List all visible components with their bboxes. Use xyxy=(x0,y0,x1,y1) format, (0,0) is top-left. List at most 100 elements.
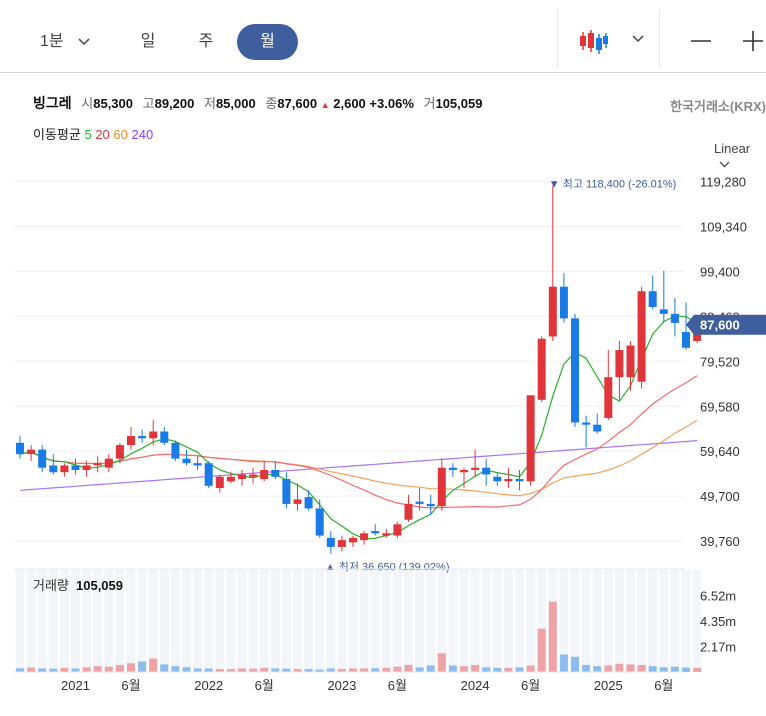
minus-icon xyxy=(691,40,711,42)
candle-body xyxy=(393,524,402,536)
candle-body xyxy=(49,465,58,473)
close-label: 종 xyxy=(265,96,278,111)
volume-background xyxy=(415,570,425,672)
x-tick-label: 6월 xyxy=(654,678,673,693)
chart-type-button[interactable] xyxy=(574,26,652,58)
candle-body xyxy=(16,442,24,455)
current-price-label: 87,600 xyxy=(700,318,740,333)
volume-background xyxy=(526,570,536,672)
volume-background xyxy=(159,570,169,672)
y-tick-label: 109,340 xyxy=(700,219,747,234)
volume-background xyxy=(603,570,613,672)
scale-selector[interactable]: Linear xyxy=(714,141,766,171)
candle-body xyxy=(437,467,446,507)
x-tick-label: 6월 xyxy=(121,678,140,693)
volume-bar xyxy=(204,668,213,672)
stock-name: 빙그레 xyxy=(33,95,72,111)
candle-body xyxy=(104,458,113,468)
y-tick-label: 79,520 xyxy=(700,354,740,369)
volume-background xyxy=(93,570,103,672)
max-price-annotation: ▼ 최고 118,400 (-26.01%) xyxy=(549,177,677,190)
volume-bar xyxy=(182,667,191,672)
volume-bar xyxy=(249,668,258,672)
candle-body xyxy=(349,537,357,543)
volume-background xyxy=(326,570,336,672)
volume-bar xyxy=(193,668,202,672)
candle-body xyxy=(282,479,291,504)
high-label: 고 xyxy=(142,96,155,111)
candle-body xyxy=(482,467,491,475)
ma-60: 60 xyxy=(113,127,128,142)
volume-bar xyxy=(104,666,113,672)
volume-background xyxy=(503,570,513,672)
candle-body xyxy=(415,501,424,504)
x-tick-label: 2021 xyxy=(61,678,90,693)
volume-bar xyxy=(49,668,58,672)
period-day-button[interactable]: 일 xyxy=(140,33,156,50)
candle-body xyxy=(371,531,380,534)
volume-bar xyxy=(304,669,313,672)
volume-background xyxy=(281,570,291,672)
volume-background xyxy=(426,570,436,672)
volume-bar xyxy=(582,664,591,672)
volume-bar xyxy=(238,668,246,672)
ma-5: 5 xyxy=(84,127,92,142)
volume-background xyxy=(337,570,347,672)
volume-background xyxy=(148,570,158,672)
volume-bar xyxy=(604,665,613,672)
chevron-down-icon xyxy=(78,38,90,45)
volume-bar xyxy=(226,669,235,672)
volume-bar xyxy=(271,668,280,672)
volume-background xyxy=(626,570,635,672)
candle-body xyxy=(160,431,169,443)
volume-bar xyxy=(127,663,135,672)
change-percent: +3.06% xyxy=(369,96,414,111)
volume-bar xyxy=(93,666,102,672)
period-1min-label: 1분 xyxy=(39,33,64,50)
volume-bar xyxy=(382,667,391,672)
volume-bar xyxy=(448,665,457,672)
volume-bar xyxy=(171,666,180,672)
period-month-button[interactable]: 월 xyxy=(237,24,298,60)
volume-bar xyxy=(659,667,668,672)
candle-body xyxy=(571,318,579,423)
volume-background xyxy=(637,570,647,672)
period-week-button[interactable]: 주 xyxy=(198,33,214,50)
volume-bar xyxy=(71,668,80,672)
volume-background xyxy=(215,570,225,672)
volume-tick-label: 6.52m xyxy=(700,589,736,604)
open-label: 시 xyxy=(81,96,94,111)
volume-bar xyxy=(693,667,702,672)
x-tick-label: 6월 xyxy=(255,678,274,693)
volume-bar xyxy=(515,667,524,672)
candle-body xyxy=(193,463,202,466)
volume-background xyxy=(370,570,380,672)
volume-background xyxy=(392,570,402,672)
volume-background xyxy=(515,570,524,672)
price-summary: 빙그레 시85,300 고89,200 저85,000 종87,600 ▲ 2,… xyxy=(33,93,482,113)
x-tick-label: 2024 xyxy=(461,678,490,693)
candle-body xyxy=(304,497,313,509)
volume-bar xyxy=(393,666,402,672)
candle-body xyxy=(293,499,302,504)
zoom-in-button[interactable] xyxy=(740,28,766,54)
volume-bar xyxy=(548,601,557,672)
volume-value: 105,059 xyxy=(435,96,483,111)
candle-body xyxy=(670,313,679,323)
volume-bar xyxy=(559,654,568,672)
x-tick-label: 6월 xyxy=(388,678,407,693)
candle-body xyxy=(526,395,535,482)
volume-background xyxy=(259,570,269,672)
candle-body xyxy=(71,465,80,470)
volume-background xyxy=(648,570,658,672)
volume-background xyxy=(293,570,302,672)
volume-background xyxy=(581,570,591,672)
period-1min-button[interactable]: 1분 xyxy=(30,24,100,60)
ma-240-line xyxy=(19,440,698,491)
volume-bar xyxy=(293,669,302,672)
zoom-out-button[interactable] xyxy=(688,28,714,54)
candle-body xyxy=(315,508,324,536)
candle-body xyxy=(615,350,624,378)
volume-bar xyxy=(82,667,91,672)
